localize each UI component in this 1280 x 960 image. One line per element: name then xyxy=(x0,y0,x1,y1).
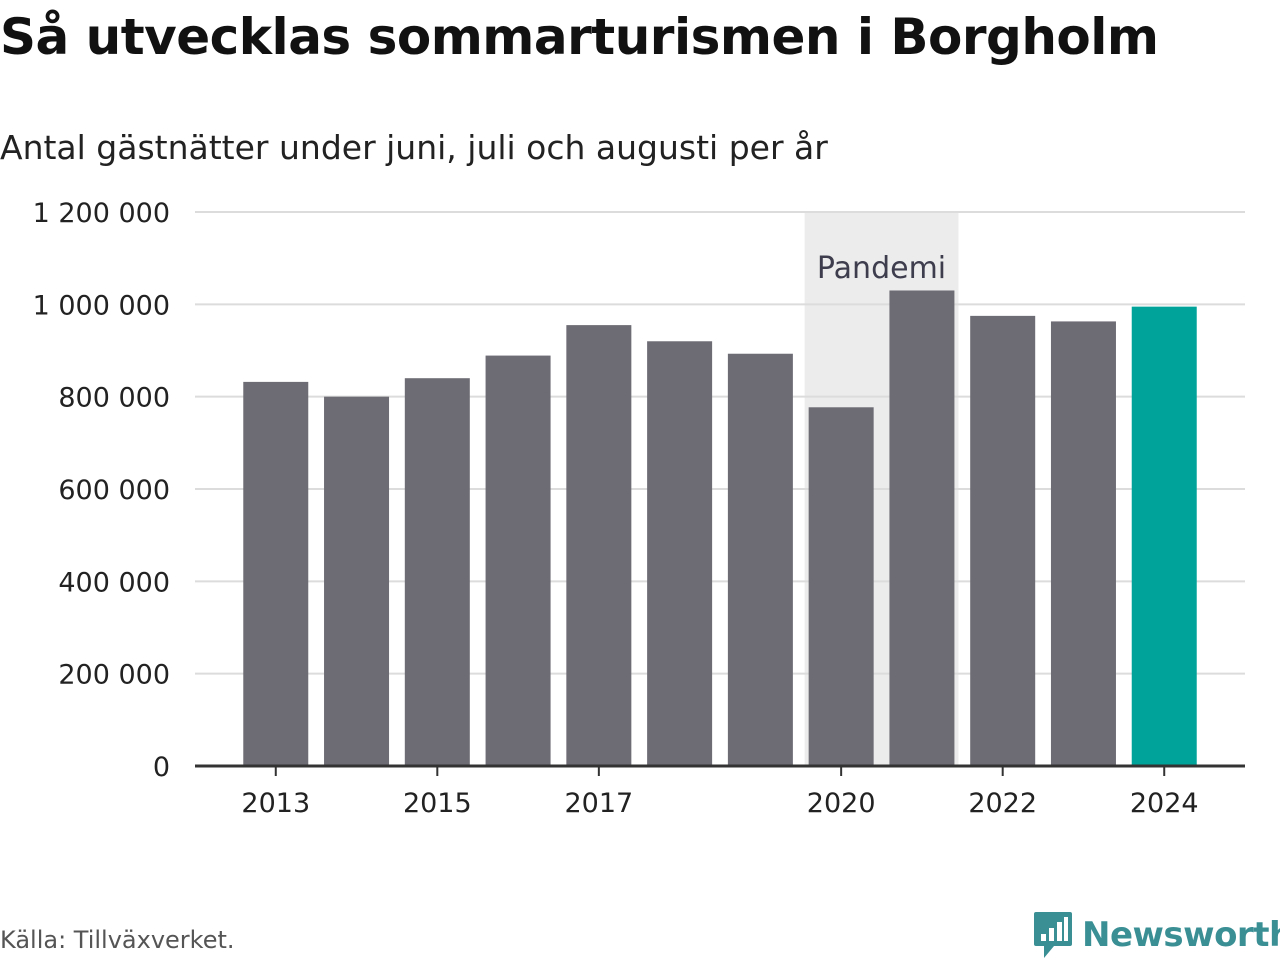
x-tick-label: 2024 xyxy=(1130,788,1199,819)
bar-2014 xyxy=(324,396,390,766)
bar-2019 xyxy=(727,353,793,766)
y-tick-label: 1 200 000 xyxy=(33,198,170,229)
pandemic-label: Pandemi xyxy=(817,251,946,286)
x-tick-label: 2013 xyxy=(241,788,310,819)
brand-name: Newsworthy xyxy=(1082,915,1280,955)
bar-2020 xyxy=(808,407,874,766)
x-tick-label: 2015 xyxy=(403,788,472,819)
bar-2017 xyxy=(566,325,632,766)
bar-2015 xyxy=(404,378,470,766)
x-tick-label: 2020 xyxy=(807,788,876,819)
y-tick-label: 200 000 xyxy=(58,660,170,691)
y-tick-label: 800 000 xyxy=(58,383,170,414)
x-tick-label: 2022 xyxy=(968,788,1037,819)
bar-2022 xyxy=(970,315,1036,766)
bar-2023 xyxy=(1050,321,1116,766)
bar-2024 xyxy=(1131,306,1197,766)
bar-chart: Pandemi 0 200 000 400 000 600 000 800 000 1 00… xyxy=(33,198,1245,819)
chart-title: Så utvecklas sommarturismen i Borgholm xyxy=(0,8,1159,66)
x-tick-label: 2017 xyxy=(564,788,633,819)
source-note: Källa: Tillväxverket. xyxy=(0,926,235,954)
chart-subtitle: Antal gästnätter under juni, juli och au… xyxy=(0,128,828,167)
bar-2013 xyxy=(243,381,309,766)
y-tick-label: 600 000 xyxy=(58,475,170,506)
bar-2018 xyxy=(647,341,713,766)
y-tick-label: 0 xyxy=(153,752,170,783)
bar-2016 xyxy=(485,355,551,766)
newsworthy-logo: Newsworthy xyxy=(1032,910,1280,960)
y-tick-label: 400 000 xyxy=(58,567,170,598)
y-tick-label: 1 000 000 xyxy=(33,290,170,321)
bar-chart-speech-bubble-icon xyxy=(1034,912,1072,958)
bar-2021 xyxy=(889,290,955,766)
